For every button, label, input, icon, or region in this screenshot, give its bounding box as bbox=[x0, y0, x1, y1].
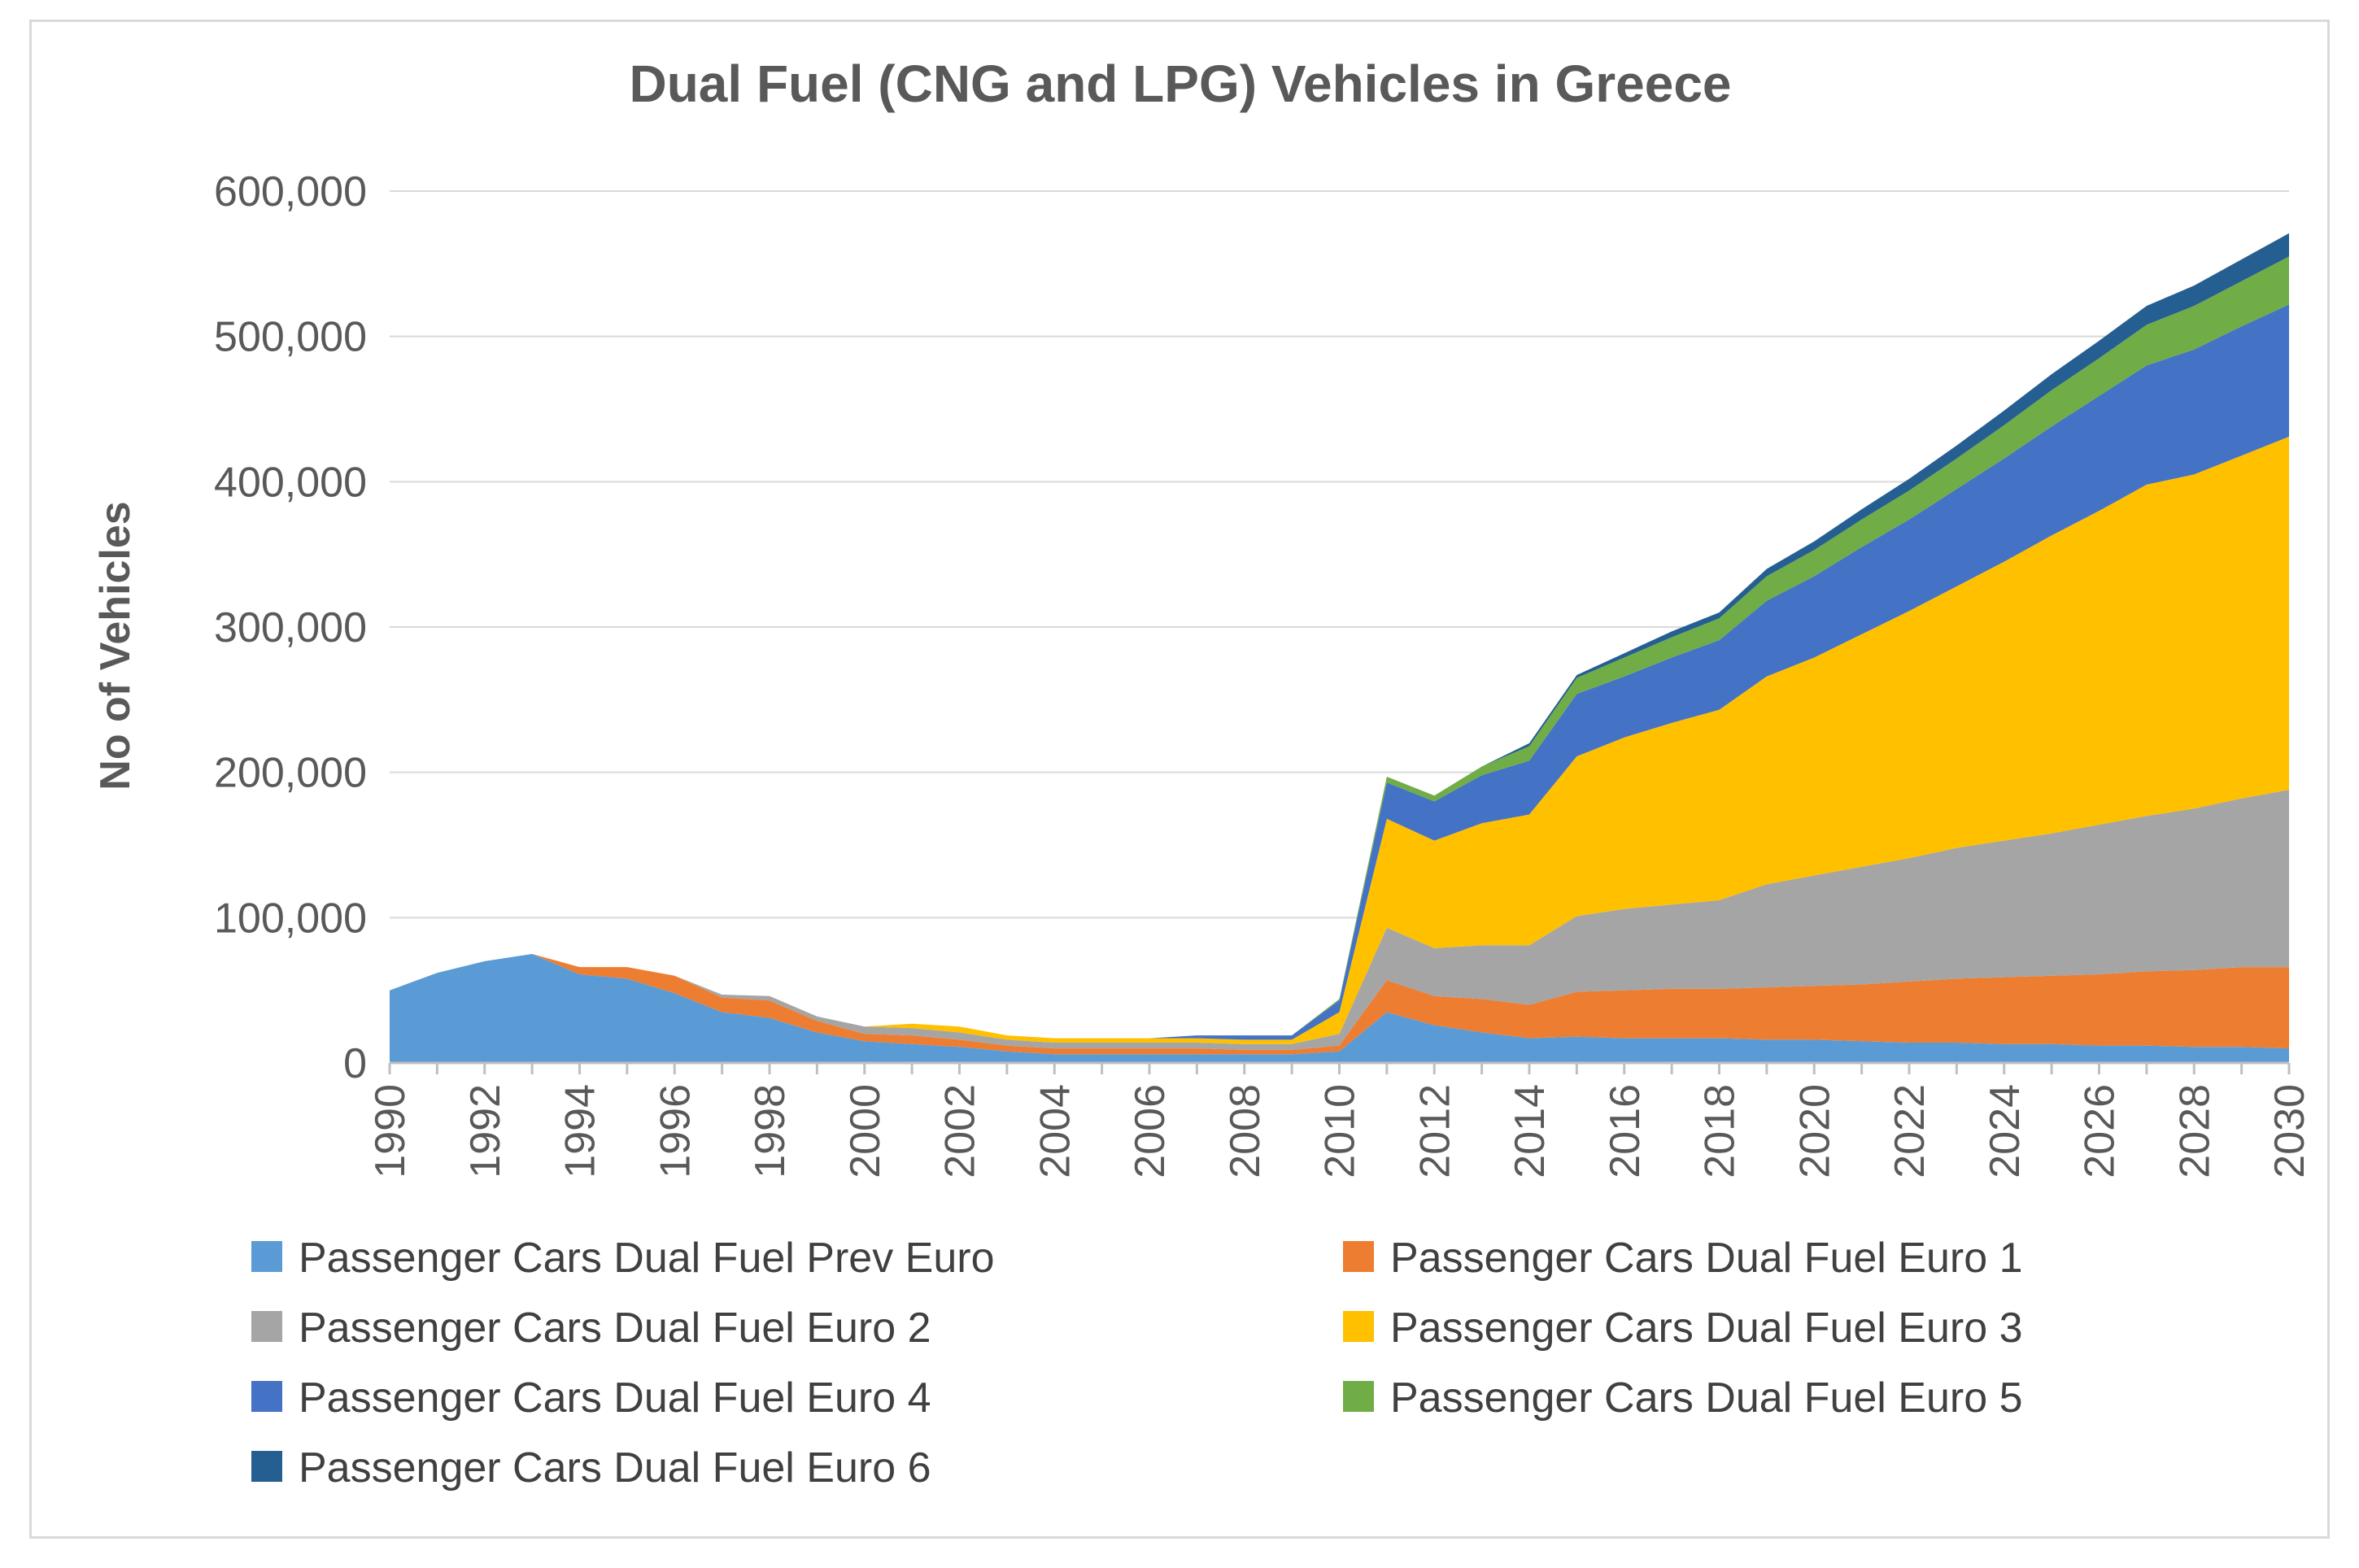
x-tick-label-8: 2006 bbox=[1127, 1084, 1174, 1178]
area-series-1 bbox=[390, 954, 2289, 1063]
x-tick-label-11: 2012 bbox=[1411, 1084, 1459, 1178]
x-tick-label-10: 2010 bbox=[1317, 1084, 1364, 1178]
x-tick-label-4: 1998 bbox=[747, 1084, 794, 1178]
x-tick-label-13: 2016 bbox=[1602, 1084, 1649, 1178]
legend: Passenger Cars Dual Fuel Prev Euro Passen… bbox=[251, 1235, 2023, 1492]
y-tick-label-5: 500,000 bbox=[214, 314, 367, 361]
area-series-2 bbox=[390, 954, 2289, 1055]
x-tick-label-15: 2020 bbox=[1791, 1084, 1838, 1178]
x-tick-label-18: 2026 bbox=[2077, 1084, 2124, 1178]
legend-swatch-3 bbox=[251, 1311, 282, 1342]
legend-label-7: Passenger Cars Dual Fuel Euro 6 bbox=[299, 1444, 931, 1492]
x-tick-label-20: 2030 bbox=[2266, 1084, 2313, 1178]
axes: 0 100,000 200,000 300,000 400,000 500,000 600,… bbox=[214, 168, 2313, 1178]
x-tick-label-6: 2002 bbox=[937, 1084, 984, 1178]
y-tick-label-2: 200,000 bbox=[214, 750, 367, 797]
x-tick-label-9: 2008 bbox=[1222, 1084, 1269, 1178]
x-tick-label-14: 2018 bbox=[1697, 1084, 1744, 1178]
legend-swatch-5 bbox=[251, 1381, 282, 1412]
legend-label-1: Passenger Cars Dual Fuel Prev Euro bbox=[299, 1235, 995, 1282]
legend-label-6: Passenger Cars Dual Fuel Euro 5 bbox=[1390, 1374, 2023, 1422]
chart-canvas: Dual Fuel (CNG and LPG) Vehicles in Gree… bbox=[92, 54, 2313, 1492]
legend-label-5: Passenger Cars Dual Fuel Euro 4 bbox=[299, 1374, 931, 1422]
legend-label-2: Passenger Cars Dual Fuel Euro 1 bbox=[1390, 1235, 2023, 1282]
y-axis-title: No of Vehicles bbox=[92, 501, 139, 790]
x-tick-label-7: 2004 bbox=[1031, 1084, 1079, 1178]
x-tick-label-16: 2022 bbox=[1886, 1084, 1934, 1178]
y-tick-label-4: 400,000 bbox=[214, 459, 367, 506]
x-tick-label-19: 2028 bbox=[2171, 1084, 2218, 1178]
legend-swatch-1 bbox=[251, 1241, 282, 1272]
y-tick-label-1: 100,000 bbox=[214, 895, 367, 942]
area-series-4 bbox=[390, 436, 2289, 1044]
legend-swatch-2 bbox=[1343, 1241, 1374, 1272]
area-series-3 bbox=[390, 790, 2289, 1050]
x-tick-label-3: 1996 bbox=[652, 1084, 699, 1178]
legend-swatch-6 bbox=[1343, 1381, 1374, 1412]
area-series-group bbox=[390, 233, 2289, 1063]
y-tick-label-3: 300,000 bbox=[214, 604, 367, 651]
legend-swatch-4 bbox=[1343, 1311, 1374, 1342]
x-tick-label-17: 2024 bbox=[1982, 1084, 2029, 1178]
x-tick-label-12: 2014 bbox=[1507, 1084, 1554, 1178]
chart-title: Dual Fuel (CNG and LPG) Vehicles in Gree… bbox=[629, 54, 1731, 113]
x-tick-label-2: 1994 bbox=[557, 1084, 604, 1178]
y-tick-label-0: 0 bbox=[343, 1040, 367, 1087]
y-tick-label-6: 600,000 bbox=[214, 168, 367, 216]
chart-frame: Dual Fuel (CNG and LPG) Vehicles in Gree… bbox=[29, 20, 2330, 1539]
legend-label-3: Passenger Cars Dual Fuel Euro 2 bbox=[299, 1304, 931, 1352]
legend-label-4: Passenger Cars Dual Fuel Euro 3 bbox=[1390, 1304, 2023, 1352]
x-tick-label-5: 2000 bbox=[842, 1084, 889, 1178]
x-tick-label-0: 1990 bbox=[367, 1084, 414, 1178]
x-tick-label-1: 1992 bbox=[462, 1084, 509, 1178]
legend-swatch-7 bbox=[251, 1451, 282, 1482]
